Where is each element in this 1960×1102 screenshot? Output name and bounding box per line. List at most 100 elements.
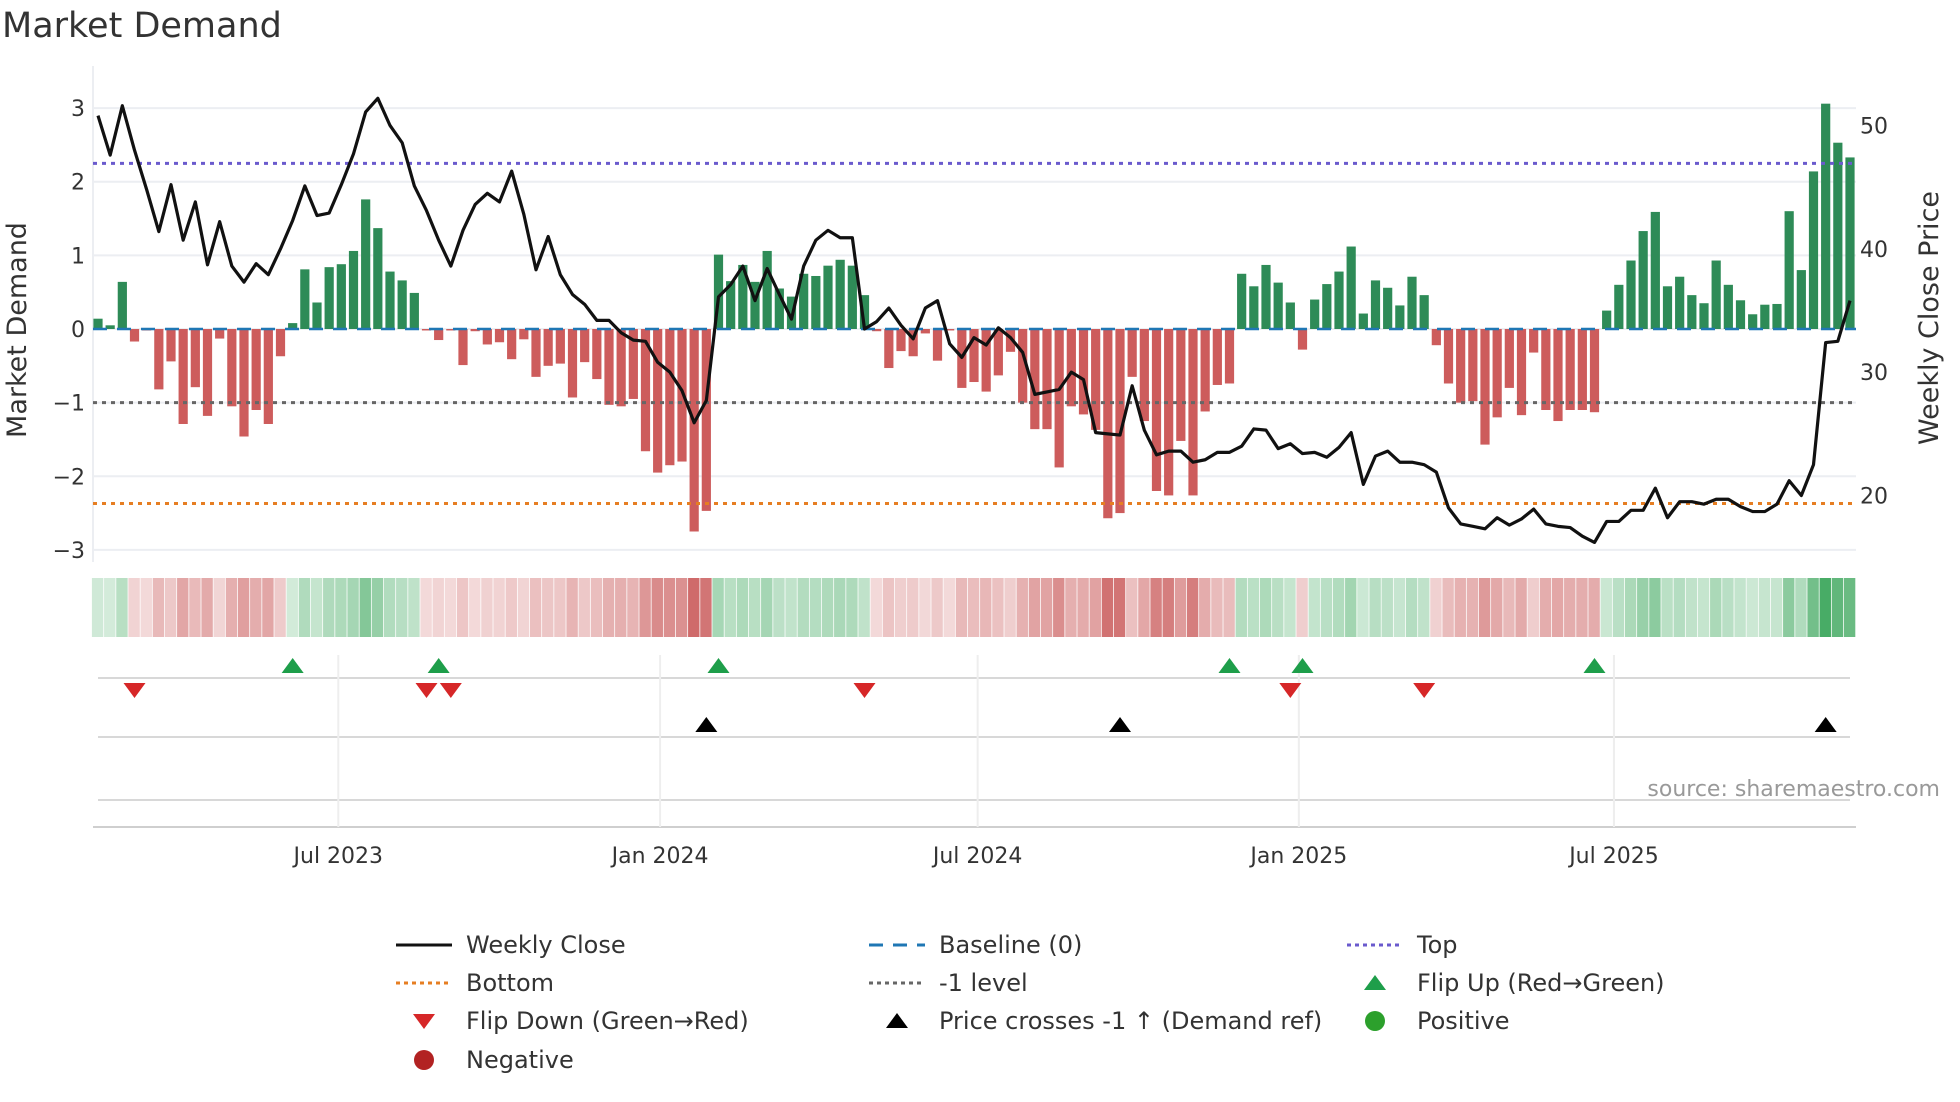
demand-bar [604, 329, 614, 405]
flip-up-marker [1583, 658, 1606, 673]
demand-bar [1322, 284, 1332, 329]
heat-cell [627, 578, 639, 637]
heat-cell [615, 578, 627, 637]
heat-cell [1162, 578, 1174, 637]
demand-bar [1431, 329, 1441, 346]
demand-bar [215, 329, 225, 339]
heat-cell [408, 578, 420, 637]
demand-bar [580, 329, 590, 363]
demand-bar [239, 329, 249, 437]
heat-cell [1624, 578, 1637, 637]
demand-bar [1638, 231, 1648, 329]
heat-cell [858, 578, 870, 637]
demand-bar [312, 302, 322, 329]
legend-dot-icon [414, 1050, 434, 1070]
demand-bar [1602, 310, 1612, 329]
heat-cell [882, 578, 895, 637]
heat-cell [1138, 578, 1150, 637]
demand-bar [1115, 329, 1125, 514]
heat-cell [1016, 578, 1028, 637]
heat-cell [675, 578, 688, 637]
heat-cell [456, 578, 469, 637]
demand-bar [1589, 329, 1600, 413]
heat-cell [1649, 578, 1661, 637]
demand-bar [1626, 260, 1636, 329]
heat-cell [542, 578, 554, 637]
heat-cell [1673, 578, 1685, 637]
demand-bar [1054, 329, 1064, 468]
flip-up-marker [1218, 658, 1241, 673]
heat-cell [1564, 578, 1576, 637]
heat-cell [1077, 578, 1089, 637]
demand-bar [409, 292, 419, 329]
demand-bar [1687, 295, 1697, 329]
demand-bar [105, 325, 115, 329]
demand-bar [1845, 157, 1855, 329]
demand-bar [1151, 329, 1162, 491]
demand-bar [847, 265, 857, 329]
y-tick-label: −3 [53, 539, 85, 564]
demand-bar [275, 329, 286, 357]
heat-cell [566, 578, 578, 637]
demand-bar [640, 329, 651, 452]
heat-cell [1551, 578, 1564, 637]
demand-bar [1480, 329, 1490, 445]
heat-cell [1272, 578, 1284, 637]
heat-cell [1320, 578, 1333, 637]
demand-bar [1224, 329, 1235, 384]
heat-cell [639, 578, 651, 637]
heat-cell [1515, 578, 1527, 637]
demand-bar [93, 318, 103, 329]
demand-bar [945, 329, 955, 331]
heat-cell [1770, 578, 1783, 637]
demand-bar [324, 267, 334, 329]
heat-cell [250, 578, 262, 637]
demand-bar [1200, 329, 1210, 412]
heat-cell [1357, 578, 1369, 637]
heat-cell [152, 578, 165, 637]
demand-bar [653, 329, 663, 473]
demand-bar [616, 329, 626, 407]
demand-bar [1370, 280, 1381, 329]
heat-cell [201, 578, 213, 637]
demand-bar [348, 250, 359, 329]
demand-bar [1565, 329, 1575, 410]
demand-bar [567, 329, 578, 398]
demand-bar [1127, 329, 1137, 377]
heat-cell [225, 578, 238, 637]
demand-bar [1212, 329, 1222, 385]
heat-cell [1478, 578, 1491, 637]
y-axis-title: Market Demand [2, 222, 33, 438]
demand-bar [689, 329, 699, 532]
heat-cell [834, 578, 846, 637]
heat-cell [1053, 578, 1065, 637]
x-tick-label: Jul 2024 [931, 844, 1023, 869]
demand-bar [628, 329, 638, 399]
demand-bar [1723, 284, 1733, 329]
heat-cell [1211, 578, 1223, 637]
y2-tick-label: 40 [1860, 238, 1888, 263]
weekly-close-line [96, 96, 1852, 544]
heat-cell [1831, 578, 1844, 637]
demand-bar [543, 329, 553, 366]
demand-bar [884, 329, 894, 369]
heat-cell [1612, 578, 1625, 637]
heat-cell [1004, 578, 1016, 637]
price-cross-marker [695, 717, 718, 732]
demand-bar [458, 329, 468, 366]
demand-bar [446, 329, 456, 331]
demand-bar [1334, 271, 1344, 329]
heat-cell [310, 578, 323, 637]
heat-cell [578, 578, 590, 637]
demand-bar [1285, 302, 1295, 329]
legend-label: Price crosses -1 ↑ (Demand ref) [939, 1007, 1322, 1035]
heat-cell [967, 578, 980, 637]
y-tick-label: 0 [71, 318, 85, 343]
demand-bar [1091, 329, 1101, 430]
heat-cell [444, 578, 457, 637]
heat-cell [164, 578, 177, 637]
demand-bar [1358, 313, 1368, 329]
demand-bar [1030, 329, 1040, 430]
heat-cell [396, 578, 408, 637]
heat-cell [359, 578, 371, 637]
